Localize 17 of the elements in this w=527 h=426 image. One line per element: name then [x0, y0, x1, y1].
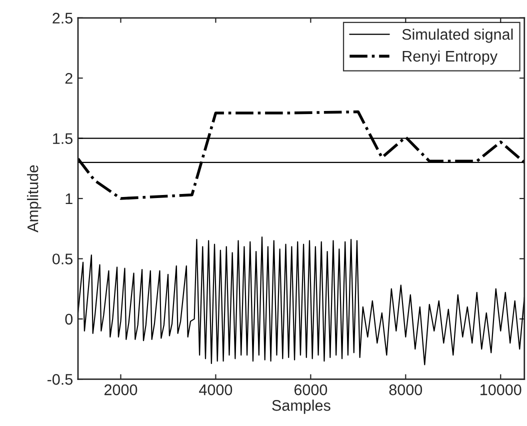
y-tick-label: 1 — [66, 194, 72, 204]
y-tick-label: 1.5 — [53, 133, 72, 144]
line-series — [78, 236, 524, 366]
x-tick-label: 8000 — [389, 384, 422, 396]
y-axis-title: Amplitude — [27, 165, 42, 232]
y-tick-label: 0 — [65, 314, 73, 325]
legend-label: Renyi Entropy — [402, 50, 498, 65]
y-tick-label: 2.5 — [52, 12, 72, 24]
y-tick-label: 2 — [65, 72, 72, 84]
x-axis-title: Samples — [272, 400, 330, 414]
x-tick-label: 4000 — [199, 384, 232, 396]
x-tick-label: 2000 — [104, 384, 138, 396]
legend-label: Simulated signal — [402, 28, 513, 43]
x-tick-label: 10000 — [480, 384, 522, 396]
y-tick-label: -0.5 — [47, 374, 72, 385]
y-tick-label: 0.5 — [52, 254, 72, 264]
x-tick-label: 6000 — [294, 384, 328, 396]
